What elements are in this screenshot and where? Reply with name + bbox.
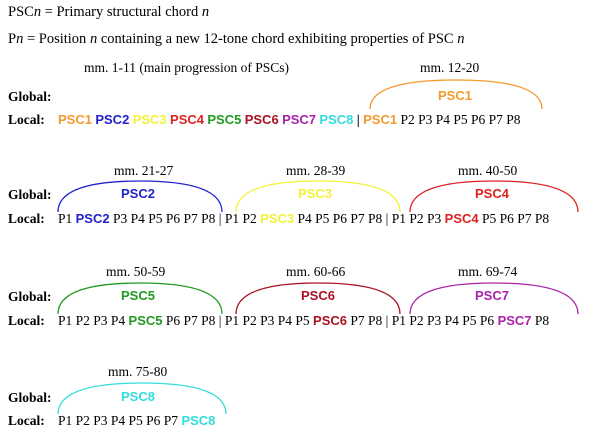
separator: | — [218, 211, 222, 226]
row3-header-3: mm. 69-74 — [458, 264, 518, 279]
psc-label: PSC8 — [319, 112, 354, 127]
row2-global-arc-2 — [235, 180, 401, 213]
row1-local-sequence: PSC1 PSC2 PSC3 PSC4 PSC5 PSC6 PSC7 PSC8 … — [58, 112, 521, 128]
separator: | — [356, 112, 360, 127]
row2-global-psc-1: PSC2 — [121, 186, 155, 201]
psc-label: PSC8 — [181, 413, 216, 428]
row2-header-2: mm. 28-39 — [286, 163, 346, 178]
row2-global-psc-2: PSC3 — [298, 186, 332, 201]
row3-local-sequence: P1 P2 P3 P4 PSC5 P6 P7 P8 | P1 P2 P3 P4 … — [58, 313, 550, 328]
psc-label: PSC2 — [95, 112, 130, 127]
row3-global-arc-2 — [235, 282, 401, 315]
row2-header-1: mm. 21-27 — [114, 163, 174, 178]
psc-label: PSC2 — [75, 211, 110, 226]
psc-label: PSC3 — [260, 211, 295, 226]
row2-header-3: mm. 40-50 — [458, 163, 518, 178]
row2-local-sequence: P1 PSC2 P3 P4 P5 P6 P7 P8 | P1 P2 PSC3 P… — [58, 211, 550, 226]
row2-global-arc-1 — [57, 180, 223, 213]
row3-global-psc-2: PSC6 — [301, 288, 335, 303]
row4-header: mm. 75-80 — [108, 364, 168, 379]
row3-global-psc-3: PSC7 — [475, 288, 509, 303]
row1-header-right: mm. 12-20 — [420, 60, 480, 75]
row2-local-label: Local: — [8, 211, 45, 226]
row3-global-psc-1: PSC5 — [121, 288, 155, 303]
legend-line-1: PSCn = Primary structural chord n — [8, 4, 210, 20]
psc-label: PSC1 — [363, 112, 398, 127]
separator: | — [385, 313, 389, 328]
row3-header-1: mm. 50-59 — [106, 264, 166, 279]
row4-global-label: Global: — [8, 390, 52, 405]
separator: | — [218, 313, 222, 328]
psc-label: PSC4 — [170, 112, 204, 127]
row1-global-label: Global: — [8, 89, 52, 104]
row3-global-arc-1 — [57, 282, 223, 315]
row4-local-label: Local: — [8, 413, 45, 428]
row3-global-arc-3 — [409, 282, 579, 315]
psc-label: PSC6 — [244, 112, 279, 127]
row1-global-arc — [369, 79, 543, 110]
row3-local-label: Local: — [8, 313, 45, 328]
row3-global-label: Global: — [8, 289, 52, 304]
row1-header-left: mm. 1-11 (main progression of PSCs) — [84, 60, 289, 75]
row4-local-sequence: P1 P2 P3 P4 P5 P6 P7 PSC8 — [58, 413, 216, 428]
psc-label: PSC5 — [207, 112, 242, 127]
row2-global-label: Global: — [8, 187, 52, 202]
legend-line-2: Pn = Position n containing a new 12-tone… — [8, 31, 465, 47]
psc-label: PSC1 — [58, 112, 92, 127]
position-sequence: P2 P3 P4 P5 P6 P7 P8 — [400, 112, 521, 127]
psc-label: PSC3 — [132, 112, 167, 127]
psc-label: PSC7 — [282, 112, 317, 127]
row1-global-psc: PSC1 — [438, 88, 472, 103]
row1-local-label: Local: — [8, 112, 45, 127]
row2-global-psc-3: PSC4 — [475, 186, 509, 201]
psc-label: PSC4 — [444, 211, 479, 226]
psc-label: PSC7 — [497, 313, 532, 328]
row2-global-arc-3 — [409, 180, 579, 213]
row4-global-arc — [57, 382, 227, 415]
psc-label: PSC6 — [313, 313, 348, 328]
row3-header-2: mm. 60-66 — [286, 264, 346, 279]
separator: | — [385, 211, 389, 226]
psc-label: PSC5 — [128, 313, 163, 328]
row4-global-psc: PSC8 — [121, 389, 155, 404]
